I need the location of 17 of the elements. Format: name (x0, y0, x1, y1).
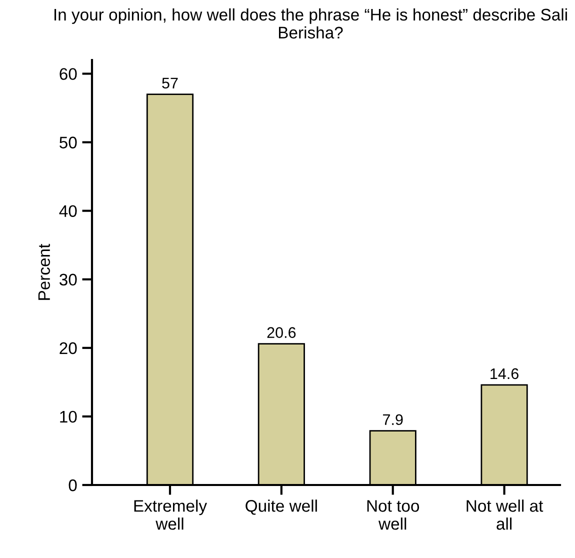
data-label: 7.9 (383, 414, 403, 426)
y-tick-label: 40 (59, 205, 77, 218)
x-tick-label: Not too well (367, 500, 420, 530)
y-tick-label: 0 (68, 479, 77, 492)
y-tick-label: 20 (60, 342, 77, 354)
y-tick-label: 10 (60, 410, 77, 423)
x-tick-label: Not well at all (466, 500, 544, 530)
y-axis-title: Percent (38, 244, 50, 300)
x-tick-label: Extremely well (134, 500, 208, 530)
x-tick-label: Quite well (246, 500, 317, 515)
y-tick-label: 50 (60, 136, 77, 148)
chart-title: In your opinion, how well does the phrase “He is honest” describe Sali Berisha? (54, 8, 567, 39)
data-label: 20.6 (267, 327, 296, 338)
y-tick-label: 30 (60, 274, 77, 286)
data-label: 57 (162, 78, 178, 88)
data-label: 14.6 (490, 368, 518, 380)
y-tick-label: 60 (60, 68, 77, 80)
